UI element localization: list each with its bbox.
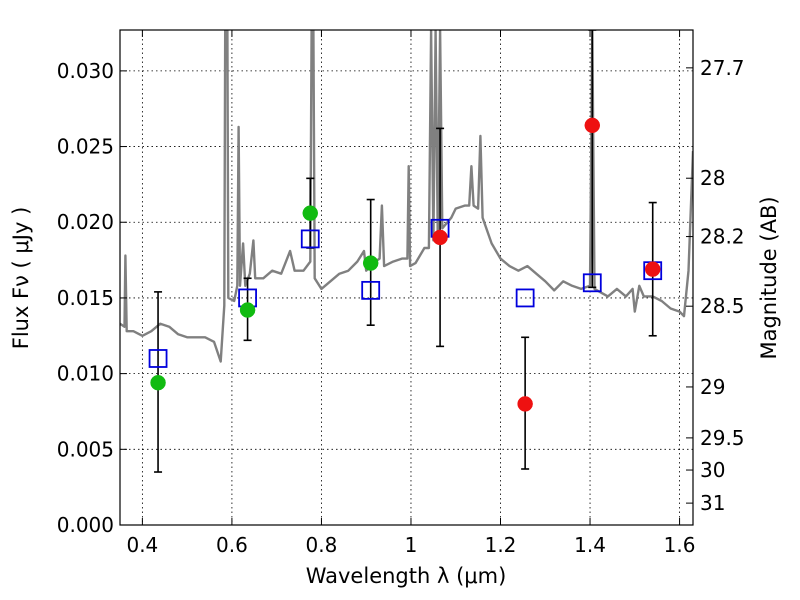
spectrum-line [120, 30, 693, 363]
plot-background [120, 30, 693, 525]
x-tick-label-6: 1.6 [664, 533, 696, 557]
x-tick-label-1: 0.6 [216, 533, 248, 557]
low-sig-point-3 [644, 261, 661, 277]
plot-area [120, 30, 693, 473]
x-tick-label-2: 0.8 [306, 533, 338, 557]
y-tick-label-4: 0.020 [57, 210, 114, 234]
x-tick-label-3: 1 [405, 533, 418, 557]
detection-point-0 [150, 374, 166, 391]
y2-tick-label-2: 28.2 [700, 225, 745, 249]
detection-point-1 [239, 302, 256, 318]
detection-point-3 [362, 255, 379, 271]
low-sig-point-1 [517, 396, 533, 412]
x-tick-label-5: 1.4 [574, 533, 606, 557]
y-tick-label-6: 0.030 [57, 59, 114, 83]
y-tick-label-1: 0.005 [57, 437, 114, 461]
y2-tick-label-3: 28.5 [700, 294, 745, 318]
y-tick-label-3: 0.015 [57, 286, 114, 310]
x-tick-label-0: 0.4 [126, 533, 158, 557]
y2-tick-label-0: 27.7 [700, 56, 745, 80]
model-box-5 [515, 288, 535, 308]
x-axis-label: Wavelength λ (μm) [306, 564, 507, 588]
y2-tick-label-4: 29 [700, 375, 725, 399]
y2-tick-label-6: 30 [700, 458, 725, 482]
y-tick-label-0: 0.000 [57, 513, 114, 537]
y-tick-label-2: 0.010 [57, 362, 114, 386]
model-box-3 [361, 280, 381, 300]
model-box-6 [582, 273, 602, 293]
model-box-0 [148, 349, 168, 368]
low-sig-point-2 [584, 117, 601, 134]
y2-tick-label-7: 31 [700, 491, 725, 515]
y-axis-label: Flux Fν ( μJy ) [9, 207, 33, 350]
low-sig-point-0 [432, 229, 448, 246]
y2-axis-label: Magnitude (AB) [757, 196, 781, 359]
x-tick-label-4: 1.2 [485, 533, 517, 557]
y-tick-label-5: 0.025 [57, 135, 114, 159]
y2-tick-label-5: 29.5 [700, 426, 745, 450]
axis-ticks: 0.4 0.6 0.8 1 1.2 1.4 1.6 0.000 0.005 0.010 0.015 0… [57, 30, 745, 557]
model-box-2 [300, 229, 320, 249]
y2-tick-label-1: 28 [700, 166, 725, 190]
detection-point-2 [302, 205, 319, 221]
plot-frame [119, 29, 694, 526]
